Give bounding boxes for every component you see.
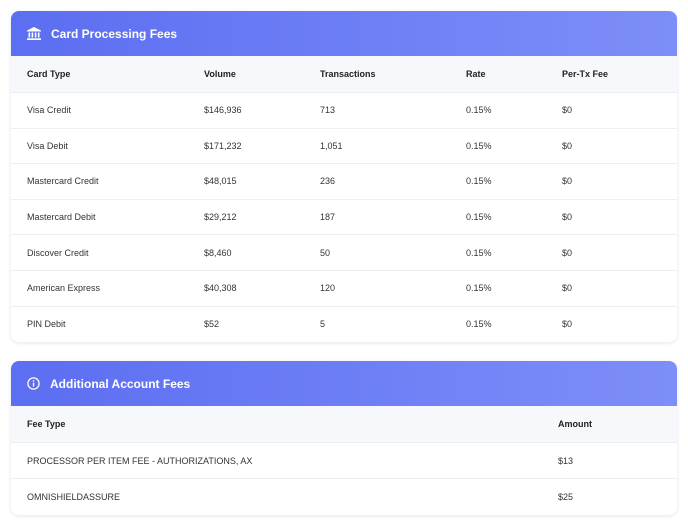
table-cell: 236 xyxy=(320,176,336,187)
table-cell: 0.15% xyxy=(466,247,492,258)
column-header: Transactions xyxy=(320,69,376,79)
table-cell: $0 xyxy=(562,283,573,294)
table-cell: $0 xyxy=(562,176,573,187)
table-cell: 5 xyxy=(320,319,326,330)
table-row: Mastercard Debit $29,212 187 0.15% $0 xyxy=(11,200,677,236)
table-cell: 0.15% xyxy=(466,176,492,187)
table-cell: Visa Debit xyxy=(27,140,68,151)
table-cell: PROCESSOR PER ITEM FEE - AUTHORIZATIONS,… xyxy=(27,455,253,466)
table-cell: 713 xyxy=(320,105,336,116)
table-cell: $0 xyxy=(562,140,573,151)
table-row: Visa Credit $146,936 713 0.15% $0 xyxy=(11,93,677,129)
table-cell: Mastercard Credit xyxy=(27,176,99,187)
account-fees-card: Additional Account Fees Fee Type Amount PR… xyxy=(11,361,677,515)
table-row: Mastercard Credit $48,015 236 0.15% $0 xyxy=(11,164,677,200)
column-header: Amount xyxy=(558,419,592,429)
column-header-row: Fee Type Amount xyxy=(11,406,677,443)
card-processing-card: Card Processing Fees Card Type Volume Tran… xyxy=(11,11,677,343)
card-header: Additional Account Fees xyxy=(11,361,677,406)
table-cell: $0 xyxy=(562,105,573,116)
table-cell: $40,308 xyxy=(204,283,237,294)
table-cell: Visa Credit xyxy=(27,105,71,116)
column-header: Card Type xyxy=(27,69,71,79)
table-cell: $171,232 xyxy=(204,140,242,151)
table-cell: PIN Debit xyxy=(27,319,66,330)
table-cell: $146,936 xyxy=(204,105,242,116)
table-cell: $0 xyxy=(562,247,573,258)
table-cell: Discover Credit xyxy=(27,247,89,258)
table-cell: $48,015 xyxy=(204,176,237,187)
info-icon xyxy=(27,377,40,390)
table-cell: 0.15% xyxy=(466,105,492,116)
column-header: Fee Type xyxy=(27,419,66,429)
table-cell: American Express xyxy=(27,283,101,294)
table-cell: 187 xyxy=(320,212,336,223)
card-title: Card Processing Fees xyxy=(51,26,178,41)
table-row: American Express $40,308 120 0.15% $0 xyxy=(11,271,677,307)
table-cell: 0.15% xyxy=(466,283,492,294)
column-header: Volume xyxy=(204,69,236,79)
table-cell: 0.15% xyxy=(466,319,492,330)
table-cell: $52 xyxy=(204,319,220,330)
table-row: OMNISHIELDASSURE $25 xyxy=(11,479,677,515)
table-row: Visa Debit $171,232 1,051 0.15% $0 xyxy=(11,129,677,165)
table-cell: 120 xyxy=(320,283,336,294)
table-cell: $8,460 xyxy=(204,247,232,258)
table-cell: $25 xyxy=(558,492,574,502)
table-cell: OMNISHIELDASSURE xyxy=(27,492,121,502)
table-cell: 50 xyxy=(320,247,331,258)
card-header: Card Processing Fees xyxy=(11,11,677,56)
table-cell: 0.15% xyxy=(466,212,492,223)
table-row: PROCESSOR PER ITEM FEE - AUTHORIZATIONS,… xyxy=(11,443,677,479)
table-cell: Mastercard Debit xyxy=(27,212,96,223)
table-cell: $0 xyxy=(562,212,573,223)
card-title: Additional Account Fees xyxy=(50,376,191,391)
table-row: Discover Credit $8,460 50 0.15% $0 xyxy=(11,235,677,271)
bank-icon xyxy=(27,27,41,40)
table-cell: 1,051 xyxy=(320,140,343,151)
column-header-row: Card Type Volume Transactions Rate Per-Tx Fe… xyxy=(11,56,677,93)
table-row: PIN Debit $52 5 0.15% $0 xyxy=(11,307,677,343)
table-cell: $29,212 xyxy=(204,212,237,223)
table-cell: $0 xyxy=(562,319,573,330)
column-header: Rate xyxy=(466,69,486,79)
table-cell: 0.15% xyxy=(466,140,492,151)
table-cell: $13 xyxy=(558,455,574,466)
column-header: Per-Tx Fee xyxy=(562,69,609,79)
